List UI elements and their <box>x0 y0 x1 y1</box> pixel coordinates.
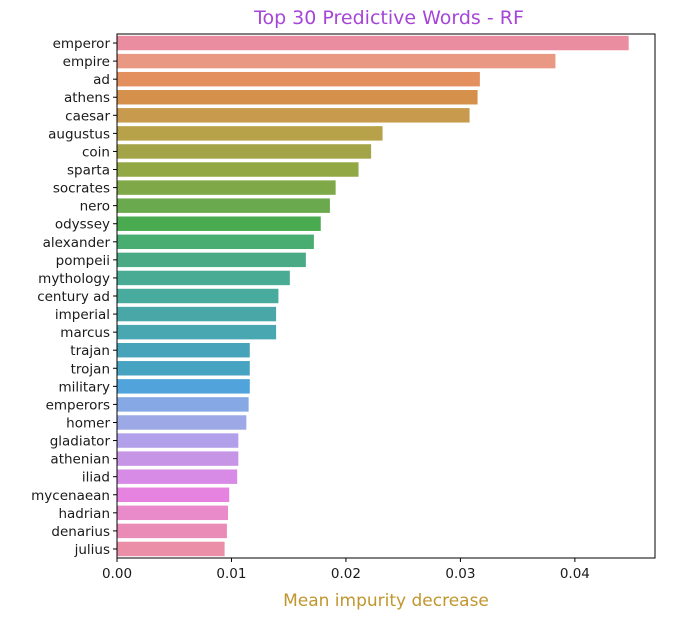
bar-coin <box>117 144 372 159</box>
y-tick-label-athens: athens <box>64 90 110 106</box>
y-tick-label-athenian: athenian <box>50 452 110 468</box>
y-tick-label-century-ad: century ad <box>37 289 110 305</box>
bar-odyssey <box>117 216 321 231</box>
bar-trajan <box>117 342 250 358</box>
x-ticks: 0.00 0.01 0.02 0.03 0.04 <box>102 558 590 582</box>
y-tick-label-coin: coin <box>82 144 110 160</box>
y-tick-label-alexander: alexander <box>43 235 111 251</box>
chart-title: Top 30 Predictive Words - RF <box>253 7 524 29</box>
y-tick-label-military: military <box>58 379 110 395</box>
bar-century-ad <box>117 288 279 304</box>
bar-gladiator <box>117 433 239 448</box>
bar-empire <box>117 53 556 69</box>
bar-pompeii <box>117 252 306 268</box>
bar-augustus <box>117 126 383 141</box>
y-tick-label-imperial: imperial <box>55 307 110 323</box>
bar-hadrian <box>117 505 229 521</box>
bar-mycenaean <box>117 487 230 502</box>
y-tick-label-denarius: denarius <box>51 524 110 540</box>
y-tick-label-augustus: augustus <box>48 126 110 142</box>
bar-nero <box>117 198 330 213</box>
bar-julius <box>117 541 225 557</box>
y-tick-label-socrates: socrates <box>53 181 110 197</box>
y-tick-label-pompeii: pompeii <box>56 253 110 269</box>
bar-military <box>117 379 250 394</box>
y-tick-label-gladiator: gladiator <box>50 434 111 450</box>
y-tick-label-trajan: trajan <box>70 343 110 359</box>
bar-marcus <box>117 324 277 340</box>
bar-mythology <box>117 270 290 286</box>
x-tick-label: 0.02 <box>331 566 361 582</box>
bars-group <box>117 35 629 557</box>
bar-caesar <box>117 108 470 123</box>
y-tick-label-emperors: emperors <box>46 397 110 413</box>
x-tick-label: 0.01 <box>216 566 246 582</box>
y-tick-label-ad: ad <box>93 72 110 88</box>
x-tick-label: 0.03 <box>445 566 475 582</box>
bar-ad <box>117 71 480 87</box>
y-tick-label-marcus: marcus <box>60 325 110 341</box>
bar-alexander <box>117 234 314 250</box>
bar-socrates <box>117 180 336 195</box>
y-tick-labels: emperor empire ad athens caesar augustus coin s… <box>31 36 117 558</box>
bar-imperial <box>117 306 277 322</box>
x-axis-label: Mean impurity decrease <box>283 591 489 611</box>
y-tick-label-emperor: emperor <box>53 36 111 52</box>
x-tick-label: 0.00 <box>102 566 132 582</box>
y-tick-label-homer: homer <box>66 415 110 431</box>
bar-sparta <box>117 162 359 177</box>
plot-frame <box>116 33 656 559</box>
x-tick-label: 0.04 <box>560 566 590 582</box>
y-tick-label-empire: empire <box>63 54 110 70</box>
bar-emperor <box>117 35 629 51</box>
y-tick-label-mycenaean: mycenaean <box>31 488 110 504</box>
y-tick-label-sparta: sparta <box>67 163 110 179</box>
bar-emperors <box>117 397 249 412</box>
bar-trojan <box>117 361 250 376</box>
bar-athens <box>117 90 478 105</box>
y-tick-label-nero: nero <box>80 199 110 215</box>
y-tick-label-odyssey: odyssey <box>55 217 110 233</box>
y-tick-label-trojan: trojan <box>71 361 110 377</box>
y-tick-label-mythology: mythology <box>38 271 110 287</box>
bar-athenian <box>117 451 239 466</box>
bar-homer <box>117 415 247 430</box>
bar-denarius <box>117 523 227 539</box>
y-tick-label-caesar: caesar <box>65 108 110 124</box>
y-tick-label-hadrian: hadrian <box>58 506 110 522</box>
y-tick-label-julius: julius <box>74 542 110 558</box>
y-tick-label-iliad: iliad <box>82 470 110 486</box>
bar-iliad <box>117 469 238 484</box>
